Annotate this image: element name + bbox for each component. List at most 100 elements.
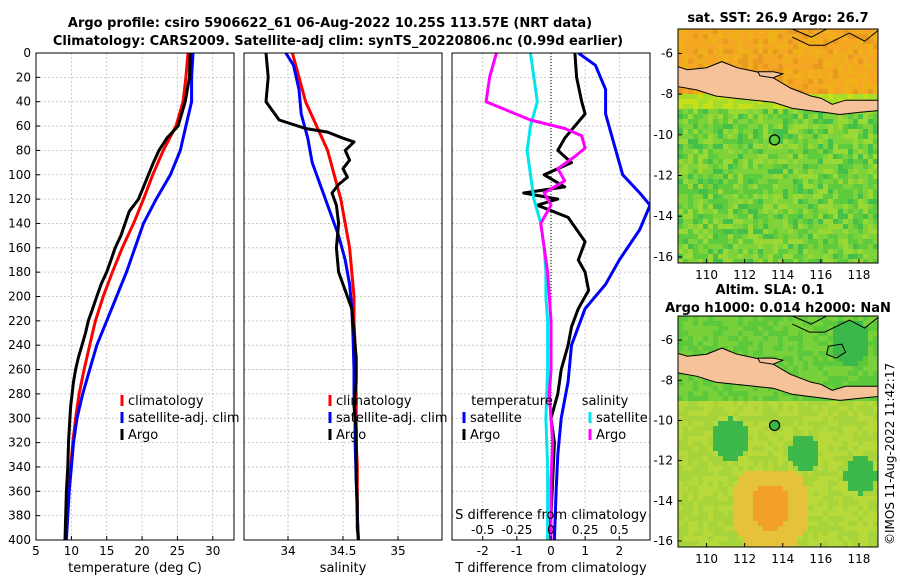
map-cell [803,431,809,437]
map-cell [763,351,769,357]
map-cell [778,416,784,422]
map-cell [748,154,754,160]
map-cell [748,184,754,190]
series-line-argo [264,53,360,540]
map-cell [778,531,784,537]
map-cell [793,456,799,462]
map-cell [718,29,724,35]
map-cell [863,441,869,447]
map-cell [763,526,769,532]
map-cell [683,244,689,250]
map-cell [788,346,794,352]
map-cell [843,239,849,245]
map-cell [763,249,769,255]
map-cell [778,119,784,125]
map-cell [748,451,754,457]
map-cell [853,134,859,140]
map-cell [853,114,859,120]
map-cell [753,204,759,210]
map-cell [733,134,739,140]
map-cell [743,531,749,537]
map-cell [723,164,729,170]
map-cell [808,69,814,75]
map-cell [743,184,749,190]
map-cell [853,446,859,452]
map-cell [833,194,839,200]
y-tick-label: 100 [8,168,31,182]
map-cell [708,416,714,422]
map-cell [808,446,814,452]
map-cell [808,346,814,352]
map-cell [773,416,779,422]
map-cell [678,396,684,402]
map-cell [768,239,774,245]
map-cell [733,446,739,452]
map-cell [823,79,829,85]
map-cell [823,234,829,240]
map-cell [828,481,834,487]
map-cell [763,239,769,245]
map-cell [803,501,809,507]
map-cell [758,114,764,120]
map-cell [848,49,854,55]
y-tick-label: 40 [16,95,31,109]
map-cell [848,506,854,512]
map-cell [813,476,819,482]
map-cell [688,461,694,467]
map-cell [688,49,694,55]
map-cell [798,536,804,542]
map-cell [823,356,829,362]
map-cell [823,461,829,467]
map-cell [753,521,759,527]
map-cell [683,119,689,125]
map-cell [698,104,704,110]
map-cell [743,516,749,522]
map-cell [848,321,854,327]
map-cell [738,536,744,542]
map-cell [843,174,849,180]
map-cell [738,446,744,452]
map-cell [728,481,734,487]
map-cell [828,506,834,512]
map-cell [793,516,799,522]
map-cell [818,506,824,512]
map-cell [678,149,684,155]
map-cell [693,521,699,527]
map-cell [718,259,724,263]
map-cell [783,321,789,327]
map-cell [833,29,839,35]
map-cell [733,451,739,457]
map-cell [848,39,854,45]
map-cell [693,426,699,432]
map-cell [838,139,844,145]
map-cell [853,411,859,417]
map-cell [748,341,754,347]
map-cell [803,109,809,115]
map-cell [783,511,789,517]
map-cell [718,466,724,472]
map-cell [703,496,709,502]
map-cell [848,144,854,150]
map-cell [803,496,809,502]
map-cell [698,476,704,482]
map-cell [748,391,754,397]
map-cell [703,461,709,467]
map-cell [768,416,774,422]
map-cell [713,59,719,65]
map-cell [708,119,714,125]
map-cell [848,491,854,497]
map-cell [713,411,719,417]
map-cell [718,214,724,220]
map-cell [748,199,754,205]
map-cell [828,54,834,60]
map-cell [723,174,729,180]
map-cell [788,129,794,135]
map-cell [823,501,829,507]
map-cell [693,341,699,347]
map-cell [728,446,734,452]
map-cell [693,44,699,50]
map-cell [843,501,849,507]
map-cell [748,426,754,432]
map-cell [803,481,809,487]
map-cell [718,119,724,125]
